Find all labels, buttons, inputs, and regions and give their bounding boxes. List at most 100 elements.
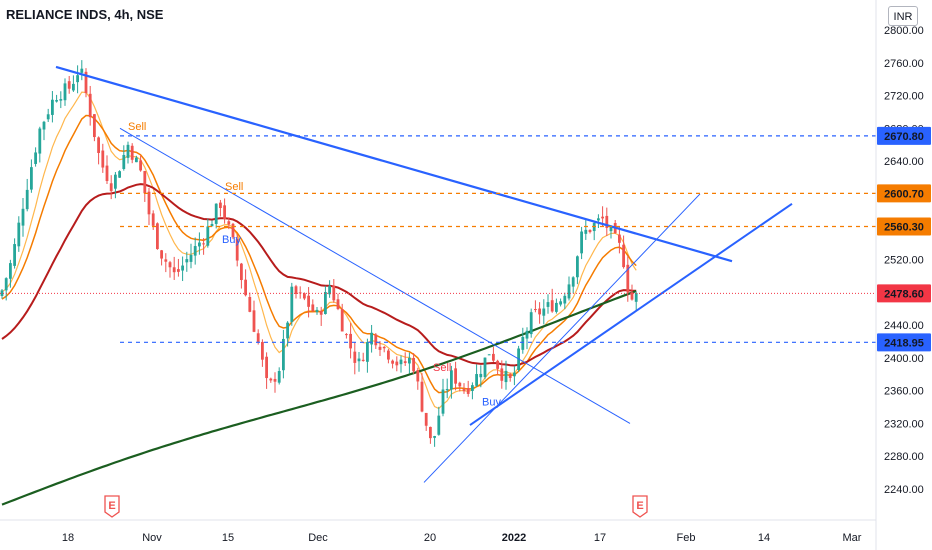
candle-body: [219, 202, 222, 209]
candle-body: [265, 356, 268, 379]
candle-body: [538, 308, 541, 315]
price-label-value: 2600.70: [884, 188, 924, 200]
candle-body: [466, 388, 470, 394]
candle-body: [231, 223, 235, 238]
x-tick-label: 17: [594, 532, 606, 544]
candle-body: [567, 284, 571, 299]
candle-body: [412, 357, 415, 372]
candle-body: [160, 250, 163, 259]
candle-body: [17, 222, 21, 247]
descending-resistance-line: [55, 65, 733, 263]
candle-body: [143, 171, 147, 194]
candle-body: [475, 374, 478, 386]
x-tick-label: Dec: [308, 532, 328, 544]
price-label-box: [877, 184, 931, 203]
candle-body: [403, 361, 407, 364]
candle-body: [63, 83, 67, 101]
price-label-value: 2560.30: [884, 221, 924, 233]
price-label-value: 2418.95: [884, 337, 924, 349]
candle-body: [546, 302, 550, 307]
candle-body: [328, 285, 331, 295]
candle-body: [429, 426, 432, 439]
candle-body: [345, 334, 348, 336]
candle-body: [303, 293, 306, 299]
candle-body: [252, 310, 256, 332]
y-tick-label: 2640.00: [884, 156, 924, 168]
candle-body: [349, 333, 352, 349]
candle-body: [424, 412, 428, 426]
y-tick-label: 2280.00: [884, 451, 924, 463]
price-label-box: [877, 217, 931, 236]
candle-body: [340, 309, 344, 332]
candle-body: [563, 295, 567, 304]
x-tick-label: 14: [758, 532, 770, 544]
candle-body: [13, 244, 16, 266]
candle-body: [122, 154, 126, 169]
currency-button[interactable]: INR: [888, 6, 918, 26]
candle-body: [571, 277, 575, 287]
candle-body: [391, 360, 394, 364]
candle-body: [500, 368, 504, 381]
x-tick-label: 20: [424, 532, 436, 544]
candle-body: [59, 99, 63, 101]
candle-body: [135, 157, 138, 163]
candle-body: [361, 359, 365, 361]
candle-body: [147, 191, 151, 215]
candle-body: [420, 381, 424, 412]
y-tick-label: 2400.00: [884, 353, 924, 365]
x-tick-label: Mar: [843, 532, 862, 544]
candle-body: [256, 333, 260, 342]
candle-body: [630, 292, 634, 300]
candle-body: [172, 267, 176, 273]
candle-body: [307, 295, 310, 307]
price-label-box: [877, 284, 931, 303]
candle-body: [382, 346, 386, 349]
y-tick-label: 2760.00: [884, 58, 924, 70]
candle-body: [21, 208, 25, 226]
candle-body: [151, 213, 155, 226]
trendlines: [55, 65, 793, 483]
horizontal-levels: [0, 135, 876, 343]
signal-label-sell: Sell: [128, 121, 146, 133]
candle-body: [93, 114, 96, 138]
candle-body: [67, 81, 71, 89]
event-marker-label: E: [108, 500, 115, 512]
signal-label-buy: Buy: [482, 396, 501, 408]
candle-body: [269, 378, 273, 381]
candle-body: [433, 436, 436, 438]
y-tick-label: 2800.00: [884, 25, 924, 37]
ema-slow-line: [1, 183, 637, 367]
candle-body: [244, 279, 247, 296]
candle-body: [584, 229, 588, 234]
candle-body: [248, 297, 252, 312]
candle-body: [559, 301, 562, 305]
candle-body: [214, 203, 218, 224]
candle-body: [240, 263, 243, 281]
ema-mid-line: [1, 114, 637, 394]
y-tick-label: 2440.00: [884, 320, 924, 332]
candle-body: [588, 229, 592, 233]
x-tick-label: 18: [62, 532, 74, 544]
candle-body: [76, 75, 79, 83]
candle-body: [168, 262, 172, 268]
x-tick-label: 2022: [502, 532, 526, 544]
candle-body: [513, 372, 516, 377]
candle-body: [0, 290, 4, 296]
candle-body: [357, 358, 361, 362]
candle-body: [445, 388, 449, 391]
candle-body: [34, 152, 37, 164]
candle-body: [198, 242, 201, 247]
candle-body: [4, 278, 8, 291]
candle-body: [370, 332, 373, 345]
candle-body: [109, 183, 113, 192]
signal-label-sell: Sell: [225, 181, 243, 193]
candle-body: [618, 234, 621, 243]
candle-body: [282, 338, 285, 371]
chart-title: RELIANCE INDS, 4h, NSE: [6, 7, 164, 22]
candle-body: [9, 263, 12, 279]
candle-body: [416, 370, 420, 382]
ema-fast-line: [1, 91, 637, 410]
candle-body: [189, 254, 193, 262]
candle-body: [374, 334, 378, 346]
